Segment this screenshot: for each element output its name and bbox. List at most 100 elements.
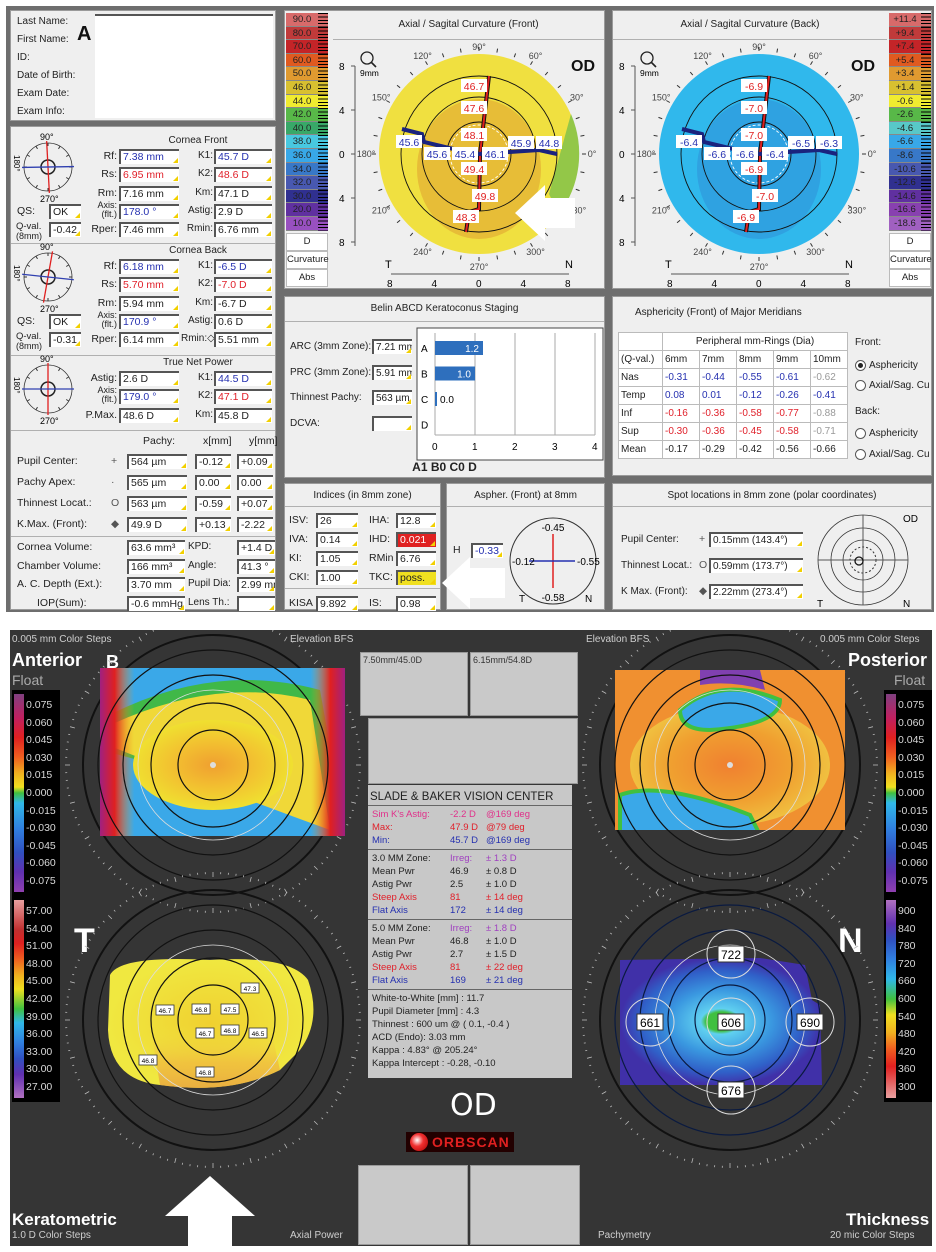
radio-button-icon[interactable] bbox=[855, 380, 866, 391]
index-value[interactable]: 0.98 bbox=[396, 596, 436, 611]
pachy-value[interactable]: 49.9 D bbox=[127, 517, 187, 532]
qs-value[interactable]: OK bbox=[49, 313, 81, 329]
qval-value[interactable]: -0.31 bbox=[49, 331, 81, 347]
field-value[interactable]: 48.6 D bbox=[119, 407, 179, 423]
summary-label: Max: bbox=[372, 822, 393, 833]
radio-back-asphericity[interactable]: Asphericity bbox=[855, 428, 918, 439]
volume-value[interactable]: 3.70 mm bbox=[127, 577, 185, 592]
summary-tolerance: ± 1.0 D bbox=[486, 936, 517, 947]
qs-value[interactable]: OK bbox=[49, 203, 81, 219]
field-value[interactable]: 47.1 D bbox=[214, 185, 272, 201]
field-value[interactable]: 44.5 D bbox=[214, 371, 272, 386]
radio-button-icon[interactable] bbox=[855, 428, 866, 439]
field-value[interactable]: 170.9 ° bbox=[119, 313, 179, 329]
field-value[interactable]: 0.6 D bbox=[214, 313, 272, 329]
index-label: ISV: bbox=[289, 514, 309, 526]
y-value[interactable]: +0.07 bbox=[237, 496, 273, 511]
volume-value[interactable] bbox=[237, 595, 275, 611]
y-value[interactable]: 0.00 bbox=[237, 475, 273, 490]
pachy-value[interactable]: 564 µm bbox=[127, 454, 187, 469]
index-value[interactable]: 9.892 bbox=[316, 596, 358, 611]
h-value[interactable]: -0.33 bbox=[471, 543, 503, 558]
field-value[interactable]: 7.38 mm bbox=[119, 149, 179, 164]
angle-tick bbox=[597, 697, 601, 700]
field-value[interactable]: 2.9 D bbox=[214, 203, 272, 219]
angle-tick bbox=[108, 865, 113, 870]
field-value[interactable]: 6.95 mm bbox=[119, 167, 179, 183]
index-value[interactable]: 1.05 bbox=[316, 551, 358, 566]
qval-value[interactable]: -0.42 bbox=[49, 221, 81, 237]
belin-field-value[interactable] bbox=[372, 415, 412, 431]
y-value[interactable]: -2.22 bbox=[237, 517, 273, 532]
volume-value[interactable]: 2.99 mm bbox=[237, 577, 275, 592]
field-value[interactable]: 6.14 mm bbox=[119, 332, 179, 348]
angle-tick bbox=[113, 654, 116, 657]
kerato-value-label: 46.7 bbox=[199, 1031, 212, 1038]
field-label: Km: bbox=[195, 296, 213, 308]
spot-value[interactable]: 2.22mm (273.4°) bbox=[709, 584, 803, 599]
spot-value[interactable]: 0.59mm (173.7°) bbox=[709, 558, 803, 573]
pachy-value[interactable]: 563 µm bbox=[127, 496, 187, 511]
x-value[interactable]: +0.13 bbox=[195, 517, 231, 532]
belin-field-value[interactable]: 563 µm bbox=[372, 390, 412, 405]
angle-tick bbox=[605, 684, 608, 686]
summary-row: 5.0 MM Zone: Irreg: ± 1.8 D bbox=[368, 922, 572, 935]
angle-tick bbox=[868, 981, 874, 984]
color-scale-bar bbox=[921, 26, 931, 41]
y-value[interactable]: +0.09 bbox=[237, 454, 273, 469]
index-value[interactable]: 12.8 bbox=[396, 513, 436, 528]
radio-front-asphericity[interactable]: Asphericity bbox=[855, 360, 918, 371]
color-scale-swatch: 42.0 bbox=[286, 108, 318, 122]
color-scale-swatch: 70.0 bbox=[286, 40, 318, 54]
field-value[interactable]: 47.1 D bbox=[214, 389, 272, 405]
color-scale-bar bbox=[921, 81, 931, 95]
field-value[interactable]: 48.6 D bbox=[214, 167, 272, 183]
spot-value[interactable]: 0.15mm (143.4°) bbox=[709, 532, 803, 547]
field-value[interactable]: 179.0 ° bbox=[119, 389, 179, 405]
field-value[interactable]: -6.7 D bbox=[214, 295, 272, 311]
belin-field-value[interactable]: 5.91 mm bbox=[372, 364, 412, 380]
field-value[interactable]: -6.5 D bbox=[214, 259, 272, 274]
volume-value[interactable]: +1.4 D bbox=[237, 540, 275, 555]
field-value[interactable]: -7.0 D bbox=[214, 277, 272, 293]
keratometric-title: Keratometric bbox=[12, 1210, 117, 1229]
index-value[interactable]: 0.021 bbox=[396, 532, 436, 547]
field-value[interactable]: 7.16 mm bbox=[119, 185, 179, 201]
radio-back-axial-sag-cu[interactable]: Axial/Sag. Cu bbox=[855, 449, 930, 460]
index-value[interactable]: 0.14 bbox=[316, 532, 358, 547]
index-value[interactable]: poss. bbox=[396, 570, 436, 585]
belin-field-value[interactable]: 7.21 mm bbox=[372, 339, 412, 354]
volume-value[interactable]: 166 mm³ bbox=[127, 558, 185, 574]
angle-tick bbox=[662, 1149, 665, 1153]
x-value[interactable]: -0.59 bbox=[195, 496, 231, 511]
volume-value[interactable]: -0.6 mmHg bbox=[127, 595, 185, 611]
index-value[interactable]: 1.00 bbox=[316, 570, 358, 585]
pachy-value[interactable]: 565 µm bbox=[127, 475, 187, 490]
radio-button-icon[interactable] bbox=[855, 360, 866, 371]
patient-name-field[interactable] bbox=[95, 14, 273, 118]
angle-tick bbox=[330, 932, 333, 935]
field-value[interactable]: 2.6 D bbox=[119, 371, 179, 386]
field-value[interactable]: 5.51 mm bbox=[214, 332, 272, 348]
x-value[interactable]: -0.12 bbox=[195, 454, 231, 469]
field-value[interactable]: 5.70 mm bbox=[119, 277, 179, 293]
pachy-sample-circle bbox=[625, 997, 675, 1047]
field-value[interactable]: 45.8 D bbox=[214, 407, 272, 423]
index-value[interactable]: 26 bbox=[316, 513, 358, 528]
field-value[interactable]: 45.7 D bbox=[214, 149, 272, 164]
volume-value[interactable]: 41.3 ° bbox=[237, 558, 275, 574]
field-value[interactable]: 6.18 mm bbox=[119, 259, 179, 274]
field-value[interactable]: 6.76 mm bbox=[214, 222, 272, 238]
volume-label: IOP(Sum): bbox=[37, 596, 87, 609]
x-value[interactable]: 0.00 bbox=[195, 475, 231, 490]
angle-tick bbox=[589, 718, 592, 721]
index-value[interactable]: 6.76 bbox=[396, 551, 436, 566]
x-tick-label: 0 bbox=[432, 442, 438, 453]
field-value[interactable]: 5.94 mm bbox=[119, 295, 179, 311]
compass-tick bbox=[26, 399, 31, 402]
radio-button-icon[interactable] bbox=[855, 449, 866, 460]
volume-value[interactable]: 63.6 mm³ bbox=[127, 540, 185, 555]
field-value[interactable]: 7.46 mm bbox=[119, 222, 179, 238]
radio-front-axial-sag-cu[interactable]: Axial/Sag. Cu bbox=[855, 380, 930, 391]
field-value[interactable]: 178.0 ° bbox=[119, 203, 179, 219]
